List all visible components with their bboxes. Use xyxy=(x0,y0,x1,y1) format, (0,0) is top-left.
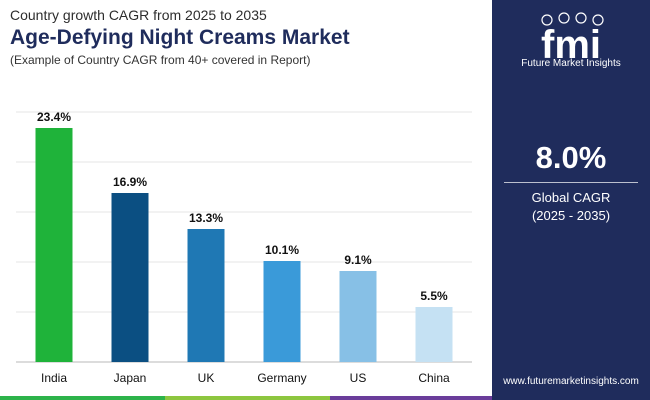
x-tick-label: India xyxy=(41,371,67,385)
strip-segment xyxy=(492,396,650,400)
data-label: 10.1% xyxy=(265,243,299,257)
website-link[interactable]: www.futuremarketinsights.com xyxy=(492,376,650,387)
divider xyxy=(504,182,638,183)
bar-uk xyxy=(188,229,225,362)
data-label: 9.1% xyxy=(344,253,372,267)
bar-us xyxy=(340,271,377,362)
data-label: 23.4% xyxy=(37,110,71,124)
global-cagr-label: Global CAGR xyxy=(492,189,650,207)
strip-segment xyxy=(165,396,330,400)
bar-chart: 23.4% India 16.9% Japan 13.3% UK 10.1% Germany 9… xyxy=(0,0,490,400)
bar-china xyxy=(416,307,453,362)
data-label: 16.9% xyxy=(113,175,147,189)
x-tick-label: UK xyxy=(198,371,215,385)
x-tick-label: Japan xyxy=(114,371,147,385)
brand-name: Future Market Insights xyxy=(492,58,650,69)
global-cagr-period: (2025 - 2035) xyxy=(492,207,650,225)
x-tick-label: Germany xyxy=(257,371,306,385)
bar-japan xyxy=(112,193,149,362)
data-label: 5.5% xyxy=(420,289,448,303)
side-panel: fmi Future Market Insights 8.0% Global C… xyxy=(492,0,650,400)
strip-segment xyxy=(0,396,165,400)
x-tick-label: China xyxy=(418,371,450,385)
data-label: 13.3% xyxy=(189,211,223,225)
strip-segment xyxy=(330,396,492,400)
bar-india xyxy=(36,128,73,362)
bar-germany xyxy=(264,261,301,362)
x-tick-label: US xyxy=(350,371,367,385)
global-cagr-value: 8.0% xyxy=(492,140,650,176)
